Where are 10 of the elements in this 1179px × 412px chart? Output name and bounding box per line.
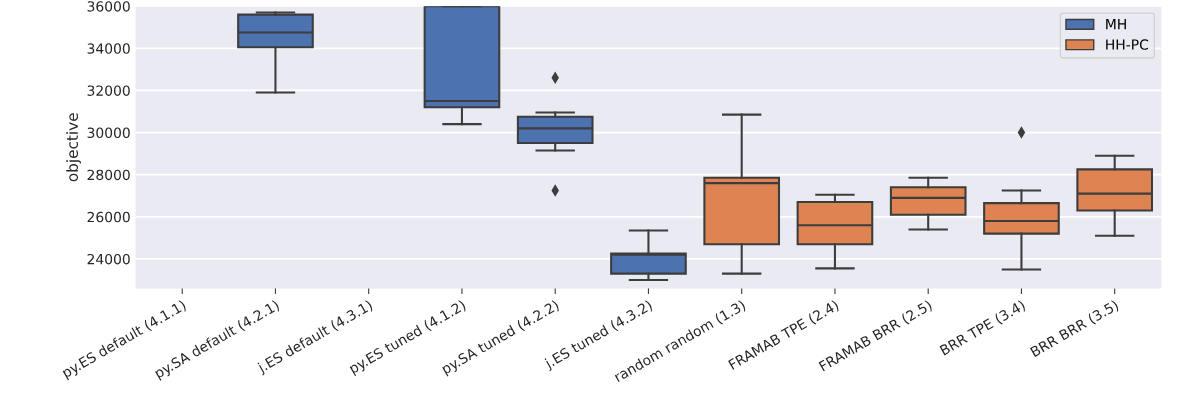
y-tick-label: 30000: [87, 127, 130, 139]
y-tick-label: 32000: [87, 85, 130, 96]
y-tick-label: 28000: [87, 169, 130, 181]
y-axis-title: objective: [66, 113, 81, 182]
y-tick-label: 36000: [87, 1, 130, 12]
y-tick-label: 26000: [87, 211, 130, 223]
y-tick-label: 34000: [87, 43, 130, 54]
y-tick-label: 24000: [87, 253, 130, 265]
legend-label: HH-PC: [1106, 39, 1149, 50]
legend-label: MH: [1106, 19, 1126, 30]
